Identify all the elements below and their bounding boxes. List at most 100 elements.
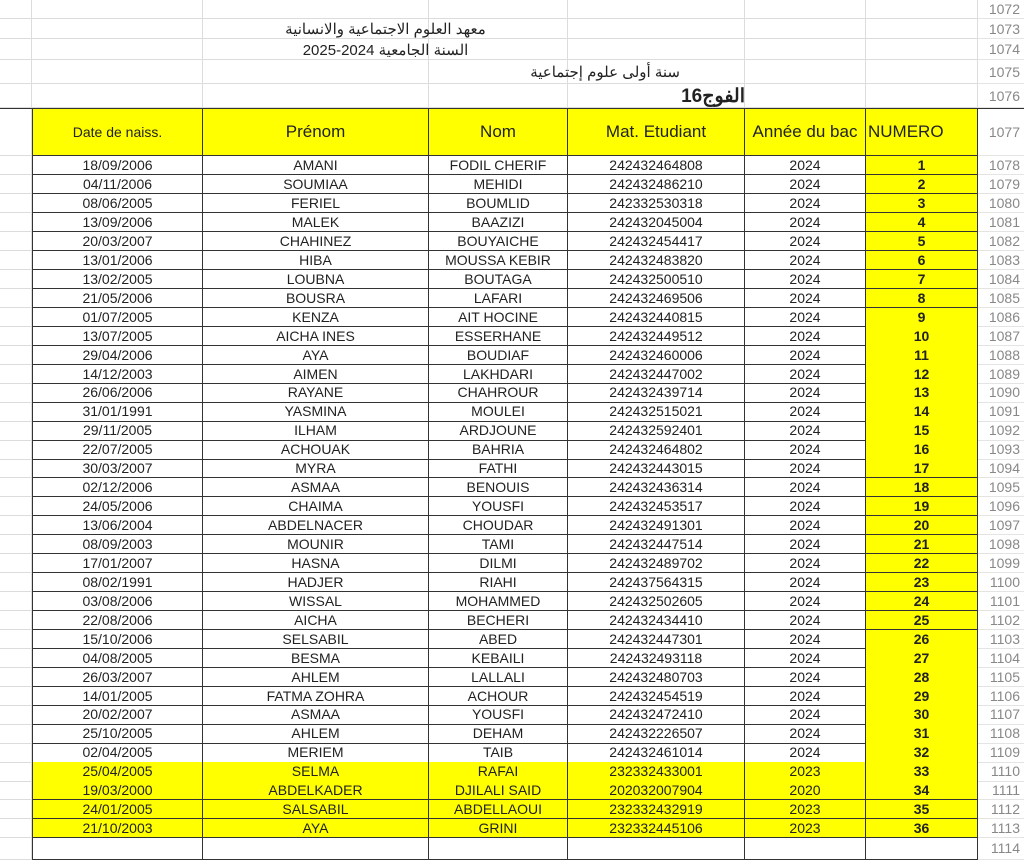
cell-numero[interactable]: 1 [866, 156, 978, 176]
cell[interactable] [203, 19, 429, 39]
cell-annee-bac[interactable]: 2024 [745, 383, 866, 403]
cell[interactable] [0, 84, 32, 108]
cell-date-de-naissance[interactable]: 14/12/2003 [32, 364, 203, 384]
cell[interactable] [0, 39, 32, 60]
row-number[interactable]: 1097 [978, 516, 1024, 536]
cell-nom[interactable]: ARDJOUNE [429, 421, 568, 441]
cell-prenom[interactable]: ABDELKADER [203, 781, 429, 801]
row-number[interactable]: 1090 [978, 383, 1024, 403]
cell-annee-bac[interactable]: 2024 [745, 156, 866, 176]
cell[interactable] [866, 60, 978, 84]
row-number[interactable]: 1112 [978, 800, 1024, 820]
cell-date-de-naissance[interactable]: 24/01/2005 [32, 799, 203, 820]
cell-numero[interactable]: 22 [866, 553, 978, 574]
cell-prenom[interactable]: ILHAM [203, 421, 429, 441]
cell-matricule[interactable]: 242432447514 [568, 534, 745, 555]
cell-numero[interactable]: 17 [866, 459, 978, 479]
row-number[interactable]: 1096 [978, 497, 1024, 517]
cell[interactable] [0, 781, 32, 801]
row-number[interactable]: 1098 [978, 535, 1024, 555]
cell-nom[interactable]: FATHI [429, 459, 568, 479]
cell[interactable] [0, 269, 32, 290]
cell-numero[interactable]: 21 [866, 534, 978, 555]
cell[interactable] [0, 307, 32, 327]
cell-annee-bac[interactable]: 2024 [745, 288, 866, 309]
cell[interactable] [745, 0, 866, 19]
cell-nom[interactable]: BOUTAGA [429, 269, 568, 290]
cell-numero[interactable]: 4 [866, 212, 978, 233]
cell[interactable] [568, 837, 745, 860]
row-number[interactable]: 1083 [978, 251, 1024, 271]
cell-nom[interactable]: AIT HOCINE [429, 307, 568, 327]
cell-numero[interactable]: 30 [866, 705, 978, 725]
cell-numero[interactable]: 27 [866, 648, 978, 668]
cell-numero[interactable]: 10 [866, 326, 978, 346]
cell[interactable] [32, 39, 203, 60]
row-number[interactable]: 1087 [978, 326, 1024, 346]
cell-nom[interactable]: FODIL CHERIF [429, 156, 568, 176]
cell-nom[interactable]: TAMI [429, 534, 568, 555]
cell-numero[interactable]: 14 [866, 402, 978, 422]
cell[interactable] [203, 60, 429, 84]
cell-numero[interactable]: 19 [866, 496, 978, 517]
cell-date-de-naissance[interactable]: 08/02/1991 [32, 572, 203, 593]
row-number[interactable]: 1099 [978, 554, 1024, 574]
cell-date-de-naissance[interactable]: 14/01/2005 [32, 686, 203, 706]
cell-prenom[interactable]: MERIEM [203, 743, 429, 763]
cell-prenom[interactable]: ACHOUAK [203, 440, 429, 460]
cell-numero[interactable]: 24 [866, 591, 978, 612]
cell-annee-bac[interactable]: 2024 [745, 421, 866, 441]
cell-date-de-naissance[interactable]: 20/03/2007 [32, 231, 203, 252]
cell[interactable] [0, 250, 32, 271]
cell[interactable] [0, 326, 32, 346]
cell-numero[interactable]: 23 [866, 572, 978, 593]
cell[interactable] [0, 288, 32, 309]
row-number[interactable]: 1077 [978, 109, 1024, 156]
cell-date-de-naissance[interactable]: 08/06/2005 [32, 193, 203, 214]
cell-date-de-naissance[interactable]: 21/05/2006 [32, 288, 203, 309]
cell-matricule[interactable]: 242432460006 [568, 345, 745, 365]
cell[interactable] [0, 440, 32, 460]
cell[interactable] [0, 515, 32, 536]
cell-matricule[interactable]: 242332530318 [568, 193, 745, 214]
cell-date-de-naissance[interactable]: 03/08/2006 [32, 591, 203, 612]
row-number[interactable]: 1093 [978, 440, 1024, 460]
cell-annee-bac[interactable]: 2024 [745, 307, 866, 327]
cell[interactable] [0, 459, 32, 479]
cell-annee-bac[interactable]: 2024 [745, 553, 866, 574]
cell-annee-bac[interactable]: 2024 [745, 477, 866, 498]
cell-prenom[interactable]: AICHA INES [203, 326, 429, 346]
row-number[interactable]: 1074 [978, 39, 1024, 60]
cell-annee-bac[interactable]: 2024 [745, 629, 866, 649]
cell-matricule[interactable]: 242432447301 [568, 629, 745, 649]
cell-prenom[interactable]: FATMA ZOHRA [203, 686, 429, 706]
row-number[interactable]: 1089 [978, 364, 1024, 384]
cell-date-de-naissance[interactable]: 29/11/2005 [32, 421, 203, 441]
cell[interactable] [745, 837, 866, 860]
cell-prenom[interactable]: MYRA [203, 459, 429, 479]
cell[interactable] [32, 84, 203, 108]
cell-date-de-naissance[interactable]: 17/01/2007 [32, 553, 203, 574]
cell-annee-bac[interactable]: 2024 [745, 250, 866, 271]
cell[interactable] [0, 667, 32, 687]
cell-matricule[interactable]: 242432439714 [568, 383, 745, 403]
cell-matricule[interactable]: 232332432919 [568, 799, 745, 820]
cell[interactable] [0, 686, 32, 706]
cell-nom[interactable]: BOUYAICHE [429, 231, 568, 252]
cell-numero[interactable]: 8 [866, 288, 978, 309]
cell-prenom[interactable]: AICHA [203, 610, 429, 630]
row-number[interactable]: 1104 [978, 648, 1024, 668]
cell-numero[interactable]: 36 [866, 818, 978, 839]
cell-nom[interactable]: RAFAI [429, 762, 568, 782]
cell[interactable] [0, 724, 32, 744]
cell-date-de-naissance[interactable]: 25/10/2005 [32, 724, 203, 744]
cell-prenom[interactable]: RAYANE [203, 383, 429, 403]
cell[interactable] [866, 84, 978, 108]
cell-date-de-naissance[interactable]: 02/04/2005 [32, 743, 203, 763]
row-number[interactable]: 1078 [978, 156, 1024, 176]
cell-nom[interactable]: ESSERHANE [429, 326, 568, 346]
cell-nom[interactable]: TAIB [429, 743, 568, 763]
cell[interactable] [745, 19, 866, 39]
cell[interactable] [745, 60, 866, 84]
cell-annee-bac[interactable]: 2024 [745, 459, 866, 479]
